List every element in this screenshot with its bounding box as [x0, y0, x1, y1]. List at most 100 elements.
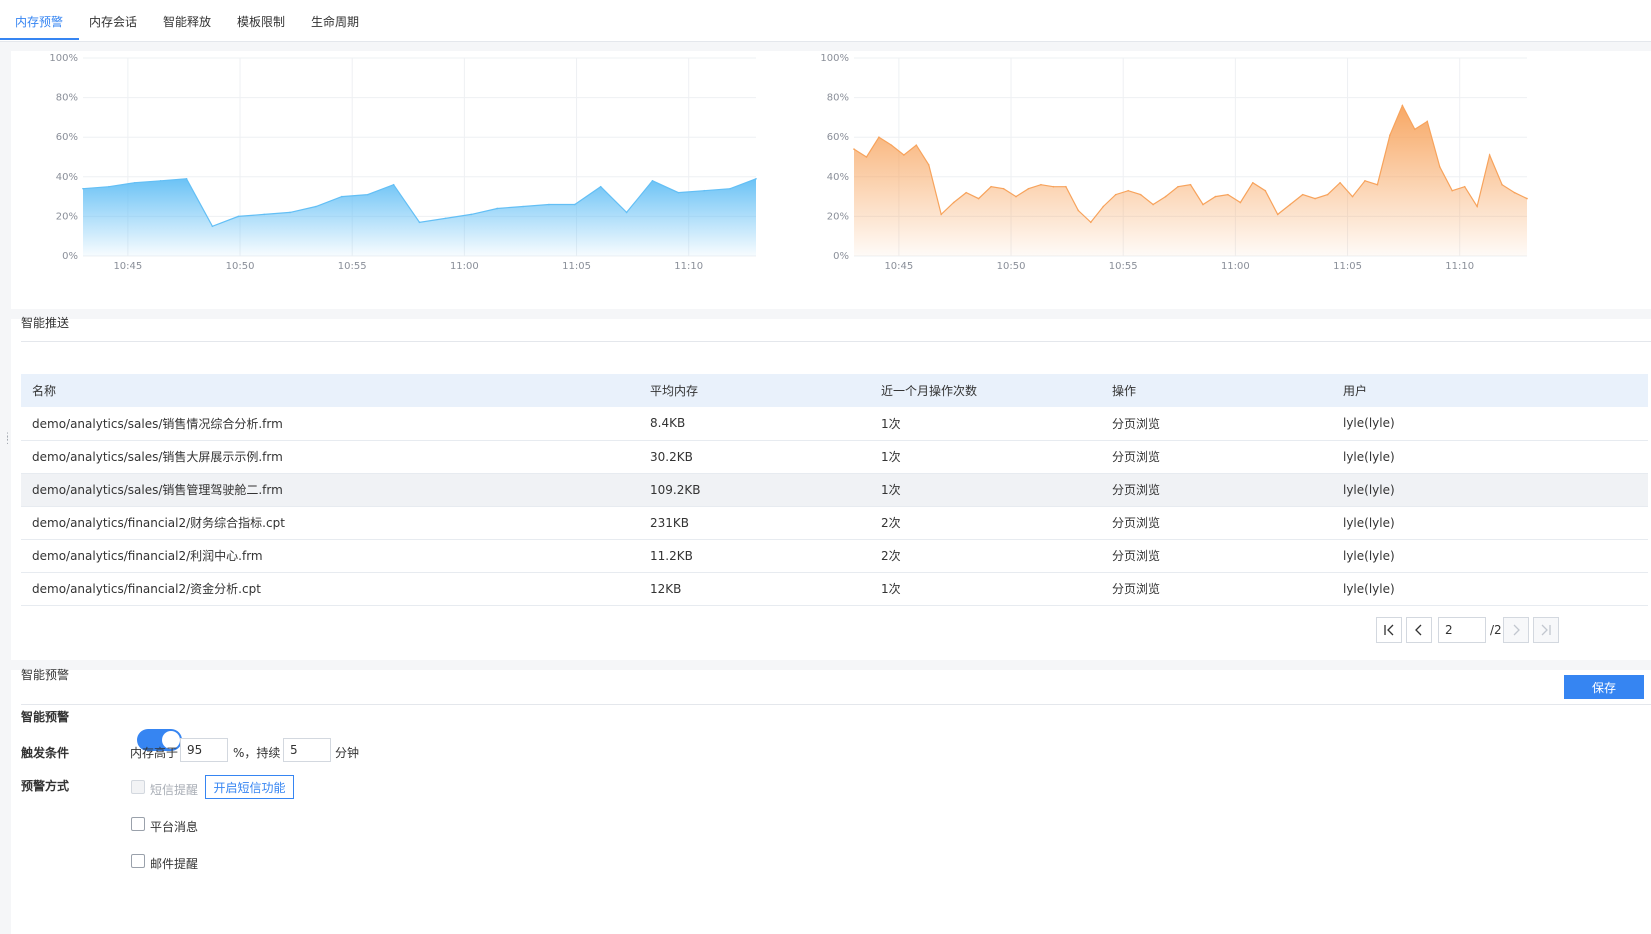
- data-point: [1526, 197, 1528, 200]
- x-tick-label: 10:50: [226, 261, 255, 272]
- data-point: [755, 177, 757, 180]
- data-point: [1015, 195, 1017, 198]
- table-cell: 分页浏览: [1101, 572, 1332, 606]
- y-tick-label: 60%: [827, 132, 849, 143]
- data-point: [1488, 154, 1491, 156]
- data-point: [1202, 203, 1204, 206]
- data-point: [108, 185, 110, 188]
- table-row[interactable]: demo/analytics/financial2/财务综合指标.cpt 231K…: [21, 506, 1648, 540]
- y-tick-label: 80%: [56, 93, 78, 104]
- page-number-input[interactable]: [1438, 617, 1486, 643]
- data-point: [548, 203, 550, 206]
- data-point: [1314, 197, 1316, 200]
- table-row[interactable]: demo/analytics/sales/销售大屏展示示例.frm 30.2KB 1…: [21, 440, 1648, 474]
- data-point: [927, 164, 930, 166]
- y-tick-label: 100%: [820, 53, 849, 64]
- toggle-knob: [162, 731, 180, 749]
- data-point: [1164, 195, 1167, 198]
- memory-usage-chart-left: 0% 20% 40% 60% 80% 100% 10:45 10:50 10:55 11:00 11…: [49, 53, 757, 272]
- table-cell: 分页浏览: [1101, 407, 1332, 441]
- smart-alert-title: 智能预警: [21, 668, 70, 682]
- divider: [21, 704, 1651, 705]
- divider: [21, 341, 1651, 342]
- data-point: [915, 144, 918, 146]
- table-cell: 8.4KB: [639, 407, 870, 441]
- data-point: [263, 213, 265, 216]
- data-point: [1214, 195, 1217, 198]
- x-tick-label: 10:45: [884, 261, 913, 272]
- x-tick-label: 11:10: [674, 261, 703, 272]
- table-cell: lyle(lyle): [1332, 506, 1648, 540]
- y-tick-label: 60%: [56, 132, 78, 143]
- data-point: [1451, 189, 1454, 192]
- next-page-icon[interactable]: [1503, 617, 1529, 643]
- data-point: [470, 213, 473, 216]
- platform-message-checkbox[interactable]: [131, 817, 145, 831]
- last-page-icon[interactable]: [1533, 617, 1559, 643]
- table-cell: 231KB: [639, 506, 870, 540]
- data-point: [940, 213, 943, 216]
- smart-push-table: 名称 平均内存 近一个月操作次数 操作 用户 demo/analytics/sales/…: [21, 374, 1648, 606]
- y-tick-label: 0%: [833, 251, 849, 262]
- enable-alert-label: 智能预警: [21, 710, 70, 724]
- table-row[interactable]: demo/analytics/financial2/利润中心.frm 11.2KB…: [21, 539, 1648, 573]
- tab-lifecycle[interactable]: 生命周期: [311, 15, 360, 29]
- data-point: [1114, 193, 1117, 196]
- data-point: [1027, 187, 1030, 190]
- sms-checkbox[interactable]: [131, 780, 145, 794]
- x-tick-label: 10:55: [338, 261, 367, 272]
- data-point: [677, 191, 680, 194]
- data-point: [1177, 185, 1179, 188]
- data-point: [1513, 191, 1516, 194]
- table-cell: 分页浏览: [1101, 473, 1332, 507]
- data-point: [890, 144, 893, 146]
- enable-sms-button[interactable]: 开启短信功能: [205, 775, 294, 799]
- x-tick-label: 10:45: [113, 261, 142, 272]
- tab-smart-release[interactable]: 智能释放: [163, 15, 212, 29]
- data-point: [1438, 166, 1441, 168]
- column-header: 近一个月操作次数: [870, 374, 1101, 407]
- table-cell: demo/analytics/sales/销售管理驾驶舱二.frm: [21, 473, 639, 507]
- y-tick-label: 0%: [62, 251, 78, 262]
- duration-input[interactable]: [283, 738, 331, 762]
- minute-suffix-text: 分钟: [335, 746, 360, 760]
- memory-usage-chart-right: 0% 20% 40% 60% 80% 100% 10:45 10:50 10:55 11:00 11…: [820, 53, 1528, 272]
- data-point: [315, 205, 317, 208]
- data-point: [366, 193, 369, 196]
- data-point: [289, 211, 291, 214]
- data-point: [444, 217, 447, 220]
- platform-message-label: 平台消息: [150, 820, 199, 834]
- data-point: [1501, 183, 1503, 186]
- data-point: [990, 185, 992, 188]
- column-header: 用户: [1332, 374, 1648, 407]
- y-tick-label: 40%: [827, 172, 849, 183]
- tab-memory-session[interactable]: 内存会话: [89, 15, 138, 29]
- prev-page-icon[interactable]: [1406, 617, 1432, 643]
- data-point: [1139, 193, 1142, 196]
- drag-handle-icon[interactable]: ⋮ ⋮: [3, 432, 12, 446]
- table-header-row: 名称 平均内存 近一个月操作次数 操作 用户: [21, 374, 1648, 407]
- table-cell: 分页浏览: [1101, 539, 1332, 573]
- email-checkbox[interactable]: [131, 854, 145, 868]
- enable-alert-toggle[interactable]: [137, 729, 182, 751]
- table-row[interactable]: demo/analytics/financial2/资金分析.cpt 12KB 1次…: [21, 572, 1648, 606]
- data-point: [1351, 195, 1354, 198]
- table-cell: demo/analytics/sales/销售情况综合分析.frm: [21, 407, 639, 441]
- data-point: [522, 205, 524, 208]
- data-point: [341, 195, 343, 198]
- table-cell: 12KB: [639, 572, 870, 606]
- tab-template-limit[interactable]: 模板限制: [237, 15, 286, 29]
- percent-suffix-text: %，持续: [233, 746, 281, 760]
- table-cell: lyle(lyle): [1332, 440, 1648, 474]
- data-point: [1002, 187, 1005, 190]
- data-point: [237, 215, 240, 218]
- tab-memory-alert[interactable]: 内存预警: [15, 15, 64, 29]
- save-button[interactable]: 保存: [1564, 675, 1644, 699]
- data-point: [1463, 185, 1466, 188]
- threshold-input[interactable]: [180, 738, 228, 762]
- smart-push-title: 智能推送: [21, 316, 70, 330]
- table-row[interactable]: demo/analytics/sales/销售情况综合分析.frm 8.4KB 1次…: [21, 407, 1648, 441]
- first-page-icon[interactable]: [1376, 617, 1402, 643]
- table-row[interactable]: demo/analytics/sales/销售管理驾驶舱二.frm 109.2KB…: [21, 473, 1648, 507]
- data-point: [133, 181, 136, 184]
